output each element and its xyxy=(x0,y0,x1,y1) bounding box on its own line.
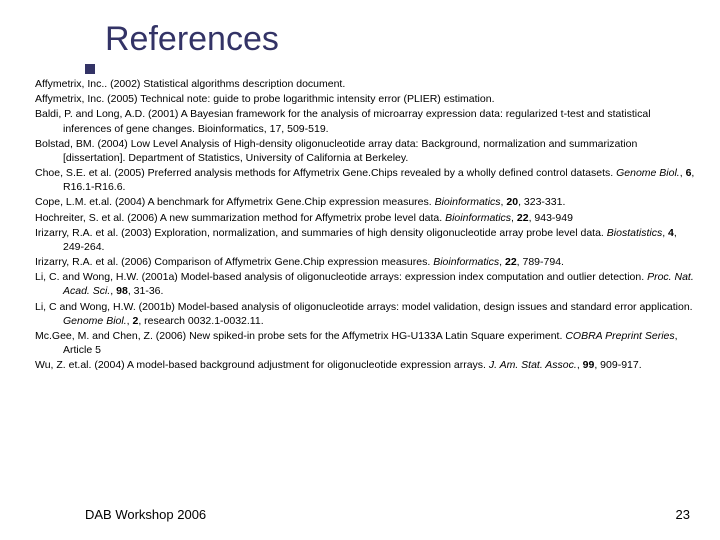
title-row: References xyxy=(85,20,690,59)
reference-entry: Mc.Gee, M. and Chen, Z. (2006) New spike… xyxy=(35,329,695,357)
slide: References Affymetrix, Inc.. (2002) Stat… xyxy=(0,0,720,540)
reference-entry: Affymetrix, Inc. (2005) Technical note: … xyxy=(35,92,695,106)
reference-entry: Irizarry, R.A. et al. (2006) Comparison … xyxy=(35,255,695,269)
slide-footer: DAB Workshop 2006 23 xyxy=(85,507,690,522)
reference-entry: Baldi, P. and Long, A.D. (2001) A Bayesi… xyxy=(35,107,695,135)
reference-entry: Li, C and Wong, H.W. (2001b) Model-based… xyxy=(35,300,695,328)
reference-entry: Irizarry, R.A. et al. (2003) Exploration… xyxy=(35,226,695,254)
reference-entry: Hochreiter, S. et al. (2006) A new summa… xyxy=(35,211,695,225)
reference-entry: Affymetrix, Inc.. (2002) Statistical alg… xyxy=(35,77,695,91)
reference-entry: Choe, S.E. et al. (2005) Preferred analy… xyxy=(35,166,695,194)
reference-entry: Cope, L.M. et.al. (2004) A benchmark for… xyxy=(35,195,695,209)
footer-page-number: 23 xyxy=(676,507,690,522)
title-bullet-icon xyxy=(85,64,95,74)
footer-left: DAB Workshop 2006 xyxy=(85,507,206,522)
reference-entry: Li, C. and Wong, H.W. (2001a) Model-base… xyxy=(35,270,695,298)
reference-entry: Bolstad, BM. (2004) Low Level Analysis o… xyxy=(35,137,695,165)
reference-entry: Wu, Z. et.al. (2004) A model-based backg… xyxy=(35,358,695,372)
references-list: Affymetrix, Inc.. (2002) Statistical alg… xyxy=(35,77,695,372)
slide-title: References xyxy=(105,20,279,59)
